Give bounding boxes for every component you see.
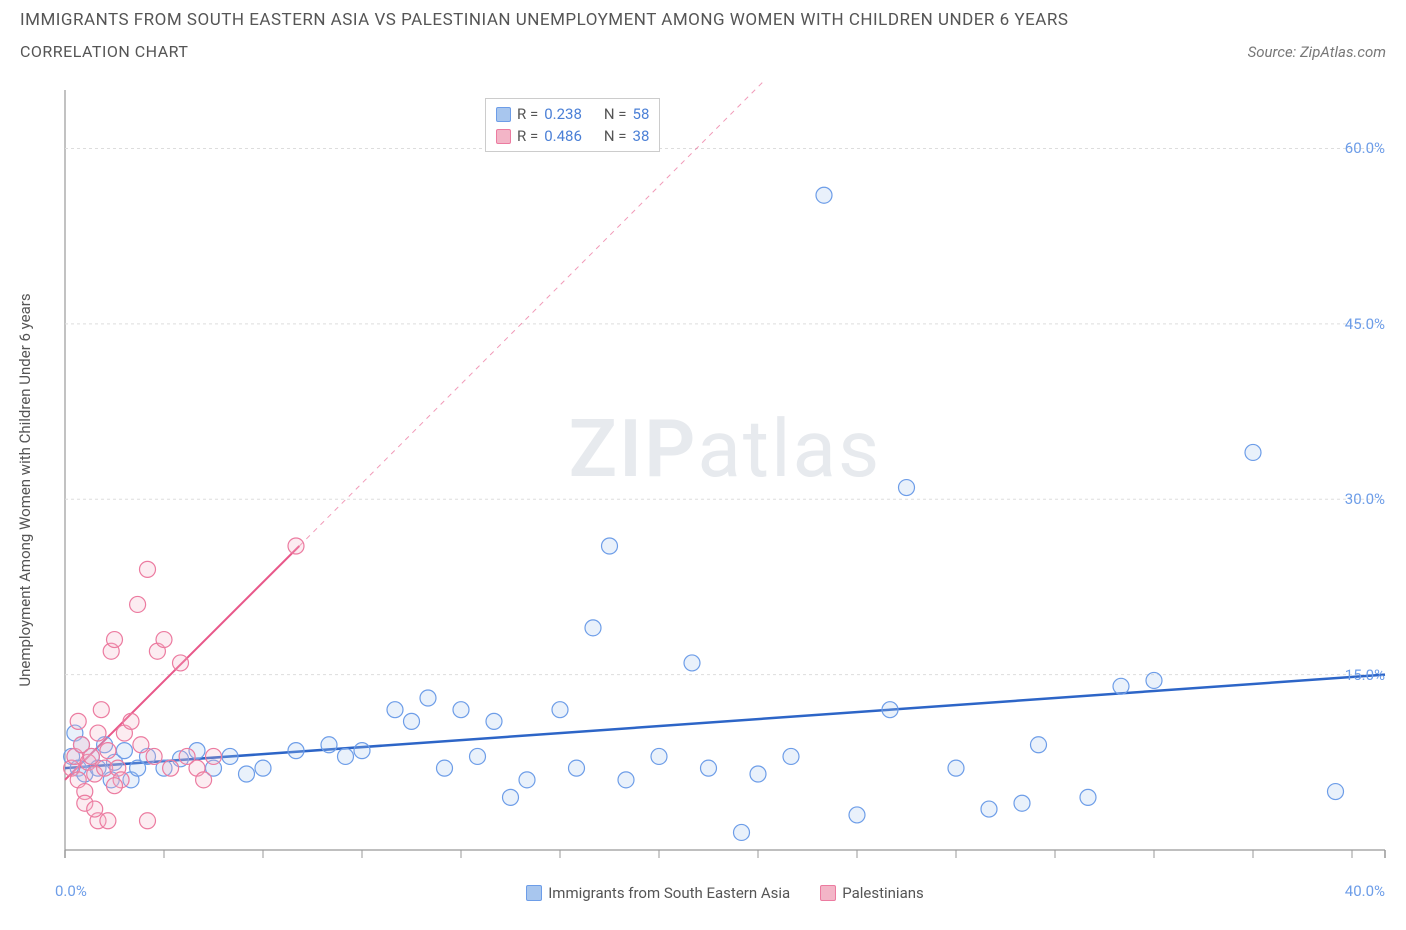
source-label: Source: [1248, 43, 1297, 61]
stats-r-label: R = [517, 125, 538, 147]
legend-item: Immigrants from South Eastern Asia [526, 884, 790, 902]
stats-n-label: N = [604, 125, 627, 147]
legend-label: Palestinians [842, 884, 924, 902]
legend-swatch [820, 885, 836, 901]
stats-n-value: 58 [633, 103, 650, 125]
legend-item: Palestinians [820, 884, 924, 902]
stats-r-label: R = [517, 103, 538, 125]
y-tick-label: 30.0% [1345, 490, 1385, 508]
stats-row: R = 0.238 N = 58 [496, 103, 649, 125]
legend-label: Immigrants from South Eastern Asia [548, 884, 790, 902]
y-tick-label: 15.0% [1345, 666, 1385, 684]
chart-container: Unemployment Among Women with Children U… [55, 80, 1395, 900]
stats-n-value: 38 [633, 125, 650, 147]
header: IMMIGRANTS FROM SOUTH EASTERN ASIA VS PA… [0, 0, 1406, 61]
stats-r-value: 0.486 [544, 125, 582, 147]
y-tick-label: 60.0% [1345, 139, 1385, 157]
scatter-chart [55, 80, 1395, 890]
y-axis-label: Unemployment Among Women with Children U… [16, 293, 34, 686]
legend-swatch [526, 885, 542, 901]
stats-swatch [496, 129, 511, 144]
correlation-stats-box: R = 0.238 N = 58 R = 0.486 N = 38 [485, 98, 660, 152]
stats-swatch [496, 107, 511, 122]
stats-n-label: N = [604, 103, 627, 125]
stats-r-value: 0.238 [544, 103, 582, 125]
legend-bottom: Immigrants from South Eastern Asia Palest… [55, 884, 1395, 902]
y-tick-label: 45.0% [1345, 315, 1385, 333]
stats-row: R = 0.486 N = 38 [496, 125, 649, 147]
source-value: ZipAtlas.com [1300, 43, 1386, 61]
source-attribution: Source: ZipAtlas.com [1248, 43, 1386, 61]
chart-title: IMMIGRANTS FROM SOUTH EASTERN ASIA VS PA… [20, 10, 1386, 30]
chart-subtitle: CORRELATION CHART [20, 42, 188, 61]
